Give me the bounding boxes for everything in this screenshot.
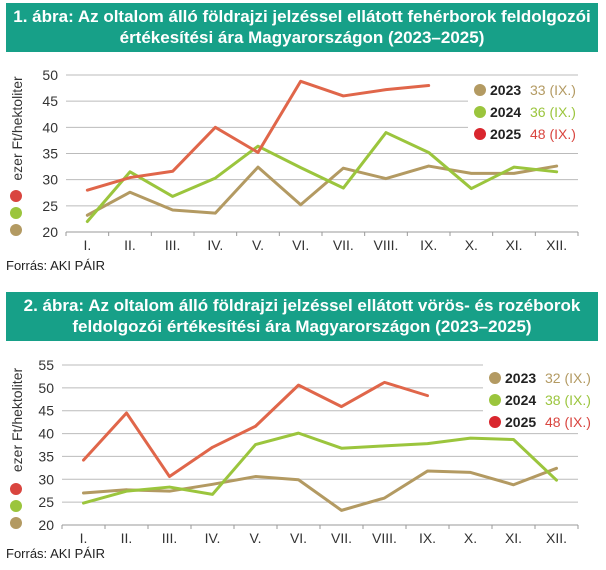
y-tick-label: 45 — [42, 93, 58, 109]
x-tick-label: I. — [83, 237, 91, 253]
legend-value: 32 (IX.) — [545, 370, 591, 386]
y-tick-label: 35 — [38, 448, 54, 464]
legend-dot-icon — [10, 517, 22, 529]
legend-dot-icon — [10, 224, 22, 236]
legend-year: 2023 — [505, 370, 536, 386]
series-line-2023 — [82, 466, 558, 512]
legend-year: 2023 — [490, 82, 521, 98]
legend-year: 2024 — [505, 392, 536, 408]
y-tick-label: 25 — [38, 494, 54, 510]
y-tick-label: 20 — [42, 224, 58, 240]
x-tick-label: II. — [124, 237, 136, 253]
series-line-2024 — [82, 431, 558, 505]
legend-marker-icon — [474, 106, 486, 118]
series-line-2023 — [85, 164, 559, 217]
legend-dot-icon — [10, 190, 22, 202]
y-tick-label: 35 — [42, 146, 58, 162]
x-tick-label: V. — [252, 237, 264, 253]
legend-marker-icon — [489, 394, 501, 406]
x-tick-label: X. — [465, 237, 478, 253]
x-tick-label: VIII. — [374, 237, 399, 253]
legend-marker-icon — [489, 372, 501, 384]
legend-year: 2024 — [490, 104, 521, 120]
series-line-2025 — [85, 79, 431, 192]
x-tick-label: XII. — [546, 530, 567, 546]
x-tick-label: III. — [165, 237, 181, 253]
x-tick-label: II. — [121, 530, 133, 546]
legend-value: 38 (IX.) — [545, 392, 591, 408]
x-tick-label: XI. — [505, 530, 522, 546]
x-tick-label: X. — [464, 530, 477, 546]
x-tick-label: IX. — [420, 237, 437, 253]
series-line-2024 — [85, 131, 559, 224]
y-tick-label: 30 — [38, 471, 54, 487]
y-tick-label: 55 — [38, 357, 54, 373]
x-tick-label: XII. — [546, 237, 567, 253]
chart1-source: Forrás: AKI PÁIR — [6, 258, 105, 273]
y-tick-label: 30 — [42, 172, 58, 188]
legend-value: 48 (IX.) — [545, 414, 591, 430]
legend-dot-icon — [10, 500, 22, 512]
legend-marker-icon — [489, 416, 501, 428]
legend-box — [483, 364, 603, 422]
legend-marker-icon — [474, 128, 486, 140]
legend-value: 33 (IX.) — [530, 82, 576, 98]
x-tick-label: III. — [162, 530, 178, 546]
x-tick-label: VI. — [290, 530, 307, 546]
legend-year: 2025 — [490, 126, 521, 142]
x-tick-label: IV. — [207, 237, 223, 253]
y-tick-label: 40 — [42, 119, 58, 135]
chart2-source: Forrás: AKI PÁIR — [6, 546, 105, 561]
x-tick-label: IV. — [205, 530, 221, 546]
legend-marker-icon — [474, 84, 486, 96]
y-tick-label: 40 — [38, 426, 54, 442]
x-tick-label: VI. — [292, 237, 309, 253]
legend-value: 36 (IX.) — [530, 104, 576, 120]
chart2-title: 2. ábra: Az oltalom álló földrajzi jelzé… — [6, 292, 598, 341]
legend-value: 48 (IX.) — [530, 126, 576, 142]
x-tick-label: IX. — [419, 530, 436, 546]
x-tick-label: I. — [80, 530, 88, 546]
y-axis-label: ezer Ft/hektoliter — [9, 368, 25, 473]
chart1-title: 1. ábra: Az oltalom álló földrajzi jelzé… — [6, 3, 598, 52]
x-tick-label: VII. — [331, 530, 352, 546]
y-tick-label: 45 — [38, 403, 54, 419]
x-tick-label: V. — [250, 530, 262, 546]
y-tick-label: 25 — [42, 198, 58, 214]
legend-dot-icon — [10, 483, 22, 495]
x-tick-label: VIII. — [372, 530, 397, 546]
legend-box — [468, 76, 588, 134]
y-tick-label: 50 — [38, 380, 54, 396]
y-axis-label: ezer Ft/hektoliter — [9, 76, 25, 181]
x-tick-label: XI. — [505, 237, 522, 253]
y-tick-label: 50 — [42, 67, 58, 83]
x-tick-label: VII. — [333, 237, 354, 253]
series-line-2025 — [82, 380, 429, 479]
legend-dot-icon — [10, 207, 22, 219]
legend-year: 2025 — [505, 414, 536, 430]
y-tick-label: 20 — [38, 517, 54, 533]
